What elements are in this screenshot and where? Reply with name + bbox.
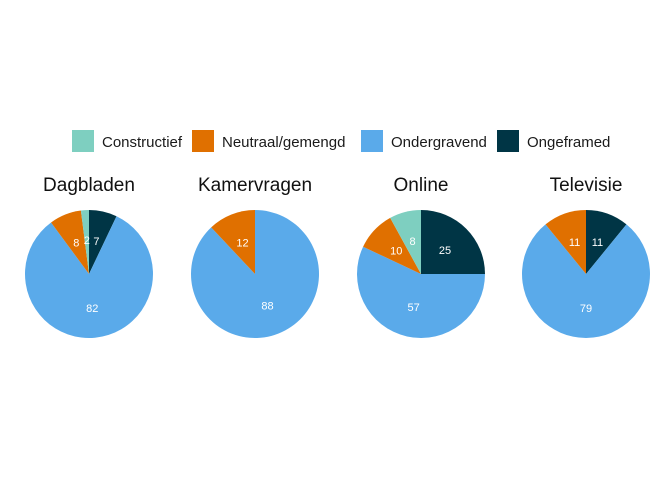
slice-label-ongeframed: 25 [439,245,451,257]
panel-title: Kamervragen [198,175,312,196]
pie-slice-ondergravend [357,246,485,338]
slice-label-ongeframed: 11 [592,237,603,249]
pie-slice-neutraal-gemengd [51,210,89,274]
pie-slice-ondergravend [191,210,320,338]
legend-key-ongeframed [497,130,519,152]
slice-label-neutraal-gemengd: 12 [236,237,248,249]
pie-panel-online: Online 25 57 10 8 [357,175,485,338]
pie-slice-constructief [390,210,421,274]
legend-key-constructief [72,130,94,152]
pie-slice-ongeframed [421,210,485,274]
legend-label-ondergravend: Ondergravend [391,134,487,151]
pie-slice-constructief [80,209,89,274]
pie-slice-neutraal-gemengd [211,210,255,274]
pie-panel-kamervragen: Kamervragen 88 12 [191,175,320,338]
panel-title: Dagbladen [43,175,135,196]
slice-label-neutraal-gemengd: 11 [569,237,580,249]
pie-slice-ongeframed [89,210,117,274]
pie-panel-televisie: Televisie 11 79 11 [522,175,650,338]
slice-label-constructief: 8 [409,236,415,248]
slice-label-neutraal-gemengd: 10 [390,246,402,258]
panel-title: Televisie [550,175,623,196]
slice-label-ongeframed: 7 [93,236,99,248]
slice-label-ondergravend: 82 [86,303,98,315]
slice-label-ondergravend: 79 [580,303,592,315]
panel-title: Online [394,175,449,196]
legend-label-ongeframed: Ongeframed [527,134,610,151]
pie-slice-ongeframed [586,210,627,274]
pie-slice-ondergravend [24,216,153,338]
pie-slice-neutraal-gemengd [363,217,421,274]
pie-panel-dagbladen: Dagbladen 7 82 8 2 [24,175,153,338]
legend-key-ondergravend [361,130,383,152]
slice-label-neutraal-gemengd: 8 [73,237,79,249]
pie-slice-ondergravend [522,224,650,338]
legend-label-neutraal-gemengd: Neutraal/gemengd [222,134,345,151]
slice-label-ondergravend: 88 [261,301,273,313]
pie-slice-neutraal-gemengd [545,210,586,274]
legend-key-neutraal-gemengd [192,130,214,152]
slice-label-constructief: 2 [84,235,90,247]
slice-label-ondergravend: 57 [407,302,419,314]
legend-label-constructief: Constructief [102,134,183,151]
chart-legend: Constructief Neutraal/gemengd Ondergravend… [72,130,610,152]
